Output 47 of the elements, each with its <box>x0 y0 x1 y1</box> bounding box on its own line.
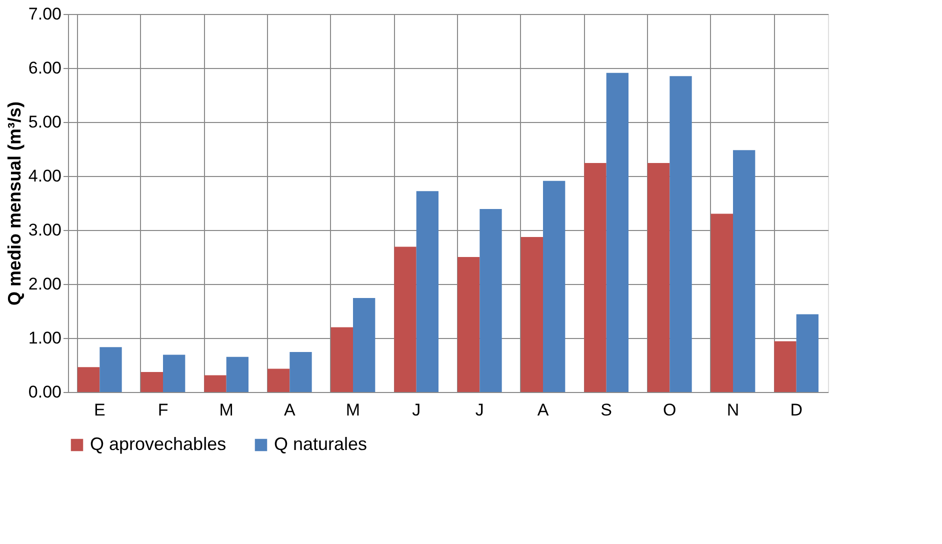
bar <box>543 180 566 392</box>
x-tick-label: F <box>158 400 168 420</box>
x-tick-label: O <box>663 400 676 420</box>
legend-label: Q naturales <box>274 434 368 454</box>
bar <box>416 191 438 392</box>
bar <box>733 150 756 392</box>
bar <box>290 352 312 392</box>
bar <box>100 347 122 392</box>
y-tick-label: 5.00 <box>28 112 62 132</box>
bar <box>584 163 606 392</box>
y-tick-label: 6.00 <box>28 58 62 78</box>
x-tick-label: A <box>284 400 296 420</box>
x-tick-label: N <box>726 400 740 420</box>
y-axis-title: Q medio mensual (m³/s) <box>4 101 24 306</box>
bar <box>330 327 353 392</box>
bar <box>606 72 628 392</box>
bar <box>648 163 670 392</box>
bar <box>78 367 100 392</box>
x-tick-label: M <box>219 400 234 420</box>
x-tick-label: M <box>346 400 360 420</box>
y-tick-label: 4.00 <box>28 166 62 186</box>
x-tick-label: J <box>412 400 421 420</box>
bar <box>774 341 796 392</box>
y-tick-label: 0.00 <box>28 382 62 402</box>
bar <box>163 354 186 392</box>
x-tick-label: D <box>790 400 802 420</box>
bar <box>710 214 733 392</box>
y-tick-label: 1.00 <box>28 328 62 348</box>
bar <box>458 257 480 392</box>
bar <box>796 314 818 392</box>
bar <box>353 298 376 392</box>
y-tick-label: 2.00 <box>28 274 62 294</box>
bar <box>204 375 226 392</box>
bar <box>520 237 543 392</box>
bar <box>670 76 692 392</box>
y-tick-label: 7.00 <box>28 4 62 24</box>
x-tick-label: S <box>600 400 612 420</box>
x-tick-label: J <box>475 400 484 420</box>
bar <box>394 246 416 392</box>
bar <box>226 356 248 392</box>
x-tick-label: A <box>537 400 550 420</box>
bar <box>140 372 163 392</box>
y-tick-label: 3.00 <box>28 220 62 240</box>
bar <box>480 208 502 392</box>
bar <box>268 368 290 392</box>
legend-label: Q aprovechables <box>90 434 226 454</box>
x-tick-label: E <box>94 400 106 420</box>
